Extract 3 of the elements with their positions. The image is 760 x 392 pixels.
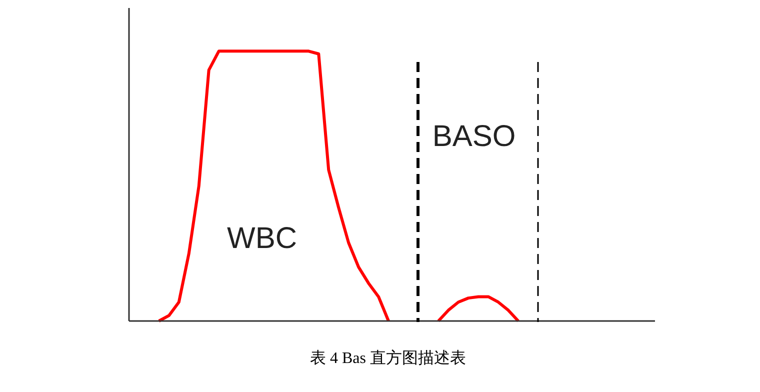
annotation: BASO (432, 120, 516, 153)
annotation: WBC (227, 222, 297, 255)
text: 表 4 Bas 直方图描述表 (309, 348, 467, 369)
